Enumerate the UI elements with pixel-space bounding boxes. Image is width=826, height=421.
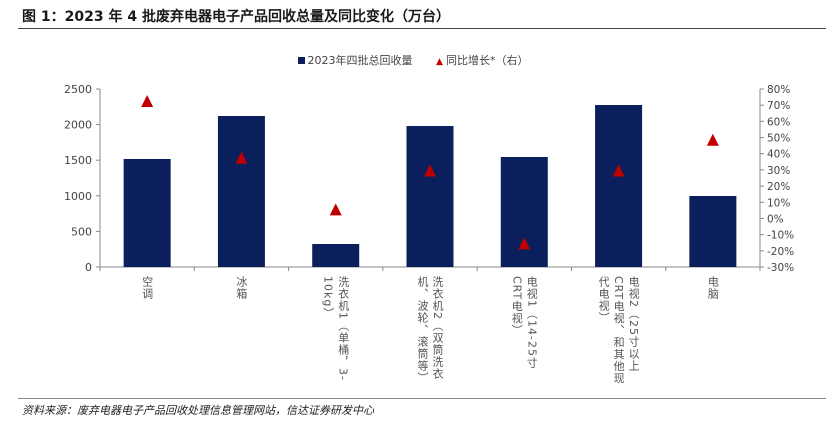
right-tick-label: -10% [767,230,794,242]
right-tick-label: 30% [767,165,790,177]
x-tick-label: 电视2（25寸以上CRT电视、和其他现代电视） [597,276,641,385]
triangle-marker-5 [612,164,625,177]
x-tick-label: 空调 [140,276,154,300]
bar-0 [123,158,171,267]
right-tick-label: 0% [767,213,784,225]
right-tick-label: -20% [767,246,794,258]
left-tick-label: 1500 [64,154,92,167]
triangle-marker-1 [235,151,248,164]
left-tick-label: 0 [85,261,92,274]
triangle-marker-4 [518,237,531,250]
bar-5 [595,105,643,268]
left-tick-label: 1000 [64,190,92,203]
x-tick-label: 电视1（14-25寸CRT电视） [510,276,539,369]
bar-6 [689,196,737,267]
right-tick-label: 60% [767,116,790,128]
bar-4 [500,156,548,267]
triangle-marker-3 [424,164,436,177]
legend: 2023年四批总回收量 ▲ 同比增长*（右） [0,52,826,68]
right-tick-label: 80% [767,84,790,96]
left-tick-label: 2000 [64,119,92,132]
right-tick-label: 70% [767,100,790,112]
source-rule [18,398,826,399]
figure-title: 图 1：2023 年 4 批废弃电器电子产品回收总量及同比变化（万台） [22,9,450,25]
right-tick-label: 50% [767,133,790,145]
bar-3 [406,126,454,267]
triangle-marker-2 [329,203,342,216]
right-tick-label: 40% [767,149,790,161]
x-tick-label: 洗衣机2（双筒洗衣机、波轮、滚筒等） [416,276,444,384]
triangle-marker-6 [706,133,719,146]
right-tick-label: 20% [767,181,790,193]
x-tick-label: 冰箱 [234,276,248,300]
bar-1 [217,115,265,267]
x-tick-label: 洗衣机1（单桶，3-10kg） [321,276,350,381]
legend-bar: 2023年四批总回收量 [297,54,413,67]
left-tick-label: 2500 [64,83,92,96]
triangle-marker-0 [141,94,154,107]
source-note: 资料来源：废弃电器电子产品回收处理信息管理网站，信达证券研发中心 [22,404,374,417]
right-tick-label: 10% [767,197,790,209]
title-rule [18,28,826,29]
bar-2 [312,244,360,267]
right-tick-label: -30% [767,262,794,274]
x-tick-label: 电脑 [706,276,720,300]
left-tick-label: 500 [71,225,92,238]
legend-triangle: ▲ 同比增长*（右） [436,54,529,67]
